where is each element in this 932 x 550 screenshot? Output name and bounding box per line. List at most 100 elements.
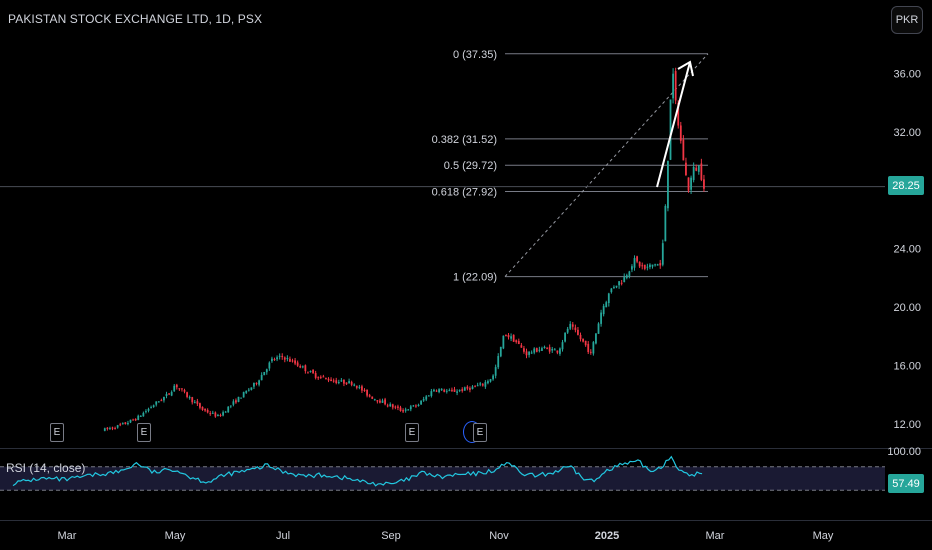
y-axis-tick-label: 24.00 (893, 244, 921, 256)
candle-body (584, 340, 587, 346)
candle-body (289, 358, 291, 362)
candle-body (631, 266, 633, 270)
x-axis-tick-label: Nov (489, 530, 509, 542)
candle-body (168, 393, 170, 395)
candle-body (386, 405, 389, 407)
candle-body (569, 323, 572, 329)
candle-body (271, 358, 273, 362)
candle-body (278, 355, 281, 357)
candle-body (595, 333, 597, 344)
rsi-line (12, 455, 703, 487)
candle-body (433, 389, 435, 392)
candle-body (615, 285, 618, 288)
candle-body (170, 391, 173, 396)
candle-body (489, 379, 492, 382)
candle-body (394, 406, 397, 408)
candle-body (643, 264, 646, 269)
candle-body (646, 266, 649, 268)
candle-body (163, 396, 165, 401)
candle-body (314, 373, 317, 378)
candle-body (417, 404, 420, 407)
candle-body (409, 406, 412, 410)
candle-body (253, 382, 255, 387)
candle-body (325, 378, 327, 380)
candle-body (273, 359, 276, 361)
candle-body (199, 403, 201, 408)
rsi-indicator-label[interactable]: RSI (14, close) (6, 461, 86, 475)
candle-body (559, 348, 561, 354)
candle-body (667, 160, 669, 209)
candle-body (296, 362, 299, 366)
candle-body (165, 393, 168, 397)
candle-body (139, 415, 142, 417)
candle-body (237, 396, 240, 402)
candle-body (677, 102, 680, 126)
earnings-marker[interactable]: E (137, 423, 151, 442)
candle-body (258, 380, 260, 385)
candle-body (541, 348, 543, 351)
candle-body (461, 389, 464, 391)
y-axis-tick-label: 36.00 (893, 69, 921, 81)
candle-body (620, 282, 623, 284)
x-axis-tick-label: Jul (276, 530, 290, 542)
candle-body (548, 347, 551, 352)
candle-body (124, 422, 127, 424)
candle-body (636, 256, 638, 262)
candle-body (453, 389, 456, 392)
candle-body (659, 263, 662, 266)
candle-body (479, 383, 482, 385)
candle-body (379, 400, 381, 403)
candle-body (371, 396, 374, 399)
candle-body (425, 396, 428, 400)
candle-body (121, 423, 124, 425)
earnings-marker[interactable]: E (473, 423, 487, 442)
candle-body (222, 412, 224, 416)
candle-body (286, 358, 289, 360)
candle-body (582, 338, 584, 342)
candle-body (137, 415, 140, 420)
candle-body (561, 342, 564, 350)
candle-body (685, 162, 687, 176)
earnings-marker[interactable]: E (50, 423, 64, 442)
candle-body (692, 166, 695, 181)
candle-body (664, 206, 667, 242)
earnings-marker[interactable]: E (405, 423, 419, 442)
candle-body (114, 428, 116, 430)
last-price-badge: 28.25 (888, 176, 924, 195)
candle-body (263, 371, 266, 376)
candle-body (201, 406, 204, 410)
candle-body (510, 336, 512, 339)
candle-body (566, 328, 569, 333)
fib-level-label: 0.382 (31.52) (432, 134, 497, 146)
candle-body (517, 341, 520, 345)
candle-body (523, 348, 525, 352)
candle-body (679, 125, 682, 141)
candle-body (330, 379, 332, 382)
candle-body (633, 258, 636, 268)
candle-body (281, 356, 284, 358)
candle-body (628, 271, 631, 277)
candle-body (175, 384, 178, 388)
currency-button[interactable]: PKR (891, 6, 923, 34)
candle-body (551, 348, 554, 351)
candle-body (381, 400, 384, 403)
candle-body (535, 348, 538, 352)
candle-body (397, 406, 399, 408)
projection-arrow-line (656, 61, 691, 188)
candle-body (469, 388, 471, 390)
candle-body (373, 399, 376, 401)
candle-body (638, 261, 641, 267)
candle-body (335, 380, 338, 384)
candle-body (661, 243, 664, 265)
candle-body (546, 348, 548, 350)
candle-body (340, 380, 343, 382)
candle-body (132, 419, 134, 421)
candle-body (183, 390, 186, 392)
projection-arrow-head (677, 60, 694, 77)
candle-body (494, 367, 497, 376)
candle-body (350, 381, 353, 385)
candle-body (268, 362, 271, 369)
candle-body (571, 324, 574, 327)
candle-body (111, 427, 114, 429)
